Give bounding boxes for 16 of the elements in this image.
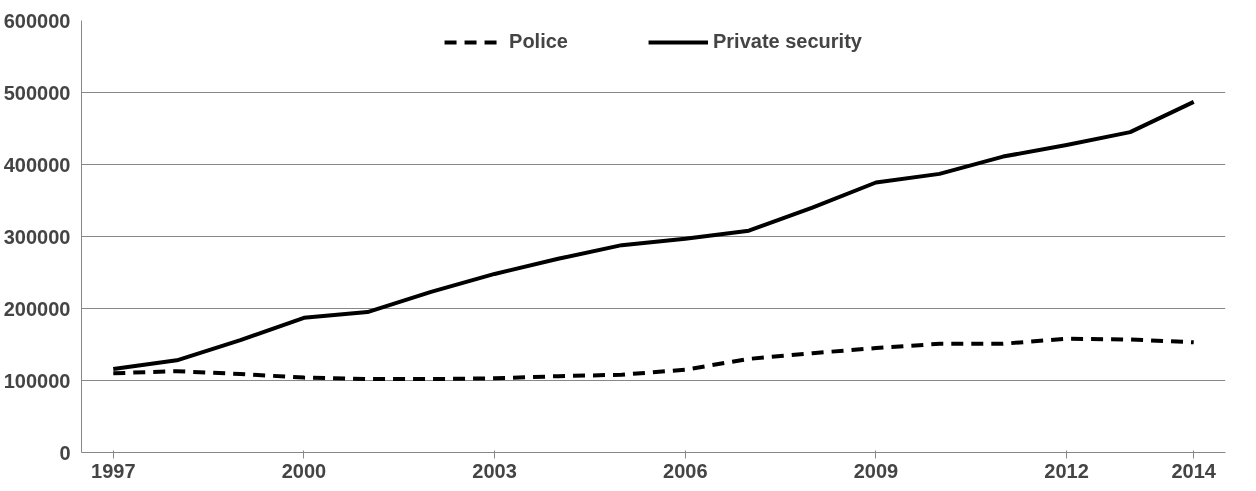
y-tick-label: 300000	[3, 225, 71, 248]
legend-label: Police	[509, 30, 568, 53]
y-tick-label: 500000	[3, 81, 71, 104]
x-tick-label: 2012	[1044, 459, 1089, 482]
x-tick-label: 2014	[1171, 459, 1217, 482]
x-tick-label: 1997	[91, 459, 136, 482]
x-tick-label: 2009	[853, 459, 899, 482]
legend-label: Private security	[712, 30, 862, 53]
x-tick-label: 2000	[281, 459, 327, 482]
y-tick-label: 100000	[3, 369, 71, 392]
y-tick-label: 600000	[3, 9, 71, 32]
y-tick-label: 400000	[3, 153, 71, 176]
x-tick-label: 2003	[472, 459, 517, 482]
x-tick-label: 2006	[663, 459, 708, 482]
y-tick-label: 0	[59, 441, 71, 464]
y-tick-label: 200000	[3, 297, 71, 320]
